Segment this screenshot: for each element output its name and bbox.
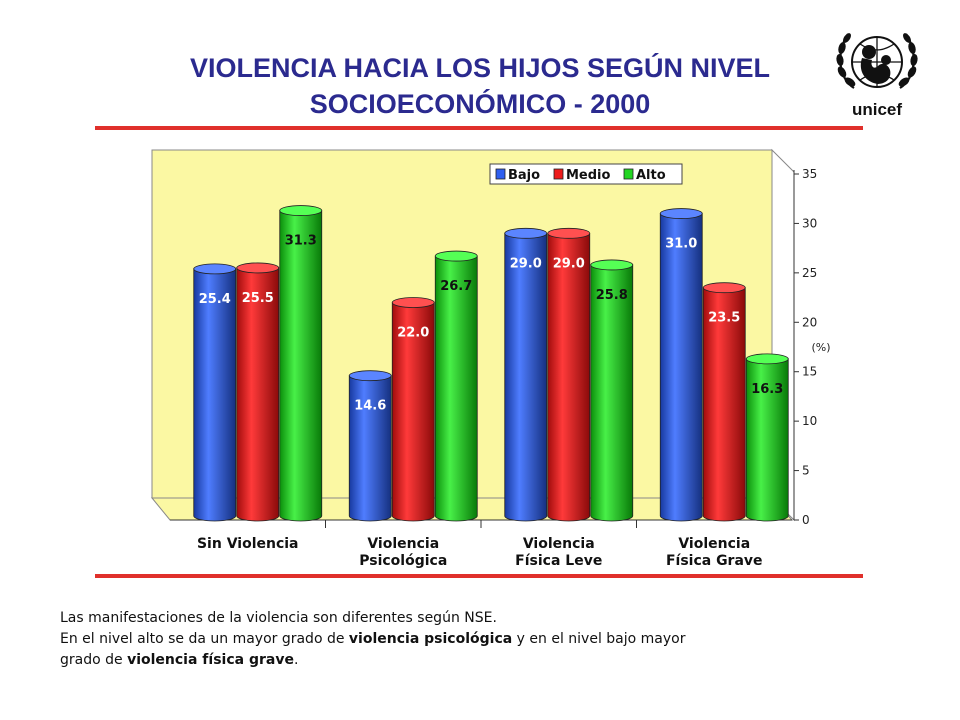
bar-medio: [702, 287, 746, 522]
unicef-wordmark: unicef: [851, 100, 903, 119]
bar-top-bajo: [659, 208, 703, 219]
footer-line-3: grado de violencia física grave.: [60, 652, 299, 668]
y-axis-label: (%): [811, 341, 830, 354]
footer-line-2: En el nivel alto se da un mayor grado de…: [60, 631, 686, 647]
data-label: 16.3: [751, 382, 783, 397]
bar-medio: [547, 232, 591, 522]
bar-top-bajo: [504, 227, 548, 239]
bar-top-alto: [590, 259, 634, 271]
bottom-divider: [95, 574, 863, 578]
data-label: 25.8: [596, 288, 628, 303]
title-line-2: SOCIOECONÓMICO - 2000: [309, 89, 651, 119]
data-label: 31.0: [665, 237, 697, 252]
y-tick-label: 5: [802, 464, 810, 478]
x-tick-label: Violencia: [678, 536, 750, 552]
data-label: 23.5: [708, 311, 740, 326]
y-tick-label: 35: [802, 167, 817, 181]
x-tick-label: Violencia: [367, 536, 439, 552]
bar-alto: [279, 210, 323, 522]
footer-note: Las manifestaciones de la violencia son …: [60, 608, 920, 671]
bar-top-medio: [391, 297, 435, 308]
legend-swatch-medio: [553, 168, 564, 180]
bar-top-medio: [236, 262, 280, 274]
legend-label-bajo: Bajo: [508, 168, 540, 183]
y-tick-label: 30: [802, 216, 817, 230]
unicef-logo: unicef: [832, 22, 922, 124]
bar-top-alto: [279, 205, 323, 216]
title-line-1: VIOLENCIA HACIA LOS HIJOS SEGÚN NIVEL: [189, 53, 771, 83]
bar-top-medio: [702, 282, 746, 294]
page-title: VIOLENCIA HACIA LOS HIJOS SEGÚN NIVEL SO…: [110, 50, 850, 122]
x-tick-label: Física Grave: [666, 553, 763, 569]
data-label: 25.5: [242, 291, 274, 306]
bar-medio: [391, 302, 435, 522]
data-label: 29.0: [510, 256, 542, 271]
bar-alto: [745, 358, 789, 522]
bar-top-alto: [434, 250, 478, 262]
footer-line-1: Las manifestaciones de la violencia son …: [60, 610, 497, 626]
x-tick-label: Sin Violencia: [197, 536, 299, 552]
bar-top-bajo: [193, 263, 237, 275]
bar-top-medio: [547, 227, 591, 239]
bar-alto: [590, 264, 634, 522]
bar-top-alto: [745, 353, 789, 365]
bar-top-bajo: [348, 370, 392, 382]
data-label: 22.0: [397, 326, 429, 341]
highlight-violencia-psicologica: violencia psicológica: [348, 631, 513, 647]
y-tick-label: 10: [802, 414, 817, 428]
top-divider: [95, 126, 863, 130]
data-label: 31.3: [285, 234, 317, 249]
y-tick-label: 15: [802, 365, 817, 379]
data-label: 29.0: [553, 256, 585, 271]
legend-swatch-bajo: [495, 168, 506, 180]
legend-label-alto: Alto: [636, 168, 666, 183]
highlight-violencia-fisica-grave: violencia física grave: [127, 652, 294, 668]
data-label: 25.4: [199, 292, 231, 307]
data-label: 26.7: [440, 279, 472, 294]
bar-bajo: [504, 232, 548, 522]
y-tick-label: 20: [802, 315, 817, 329]
bar-bajo: [193, 268, 237, 522]
x-tick-label: Violencia: [523, 536, 595, 552]
x-tick-label: Psicológica: [359, 553, 447, 569]
bar-bajo: [348, 375, 392, 522]
y-tick-label: 25: [802, 266, 817, 280]
bar-medio: [236, 267, 280, 522]
data-label: 14.6: [354, 399, 386, 414]
bar-bajo: [659, 213, 703, 522]
y-tick-label: 0: [802, 513, 810, 527]
x-tick-label: Física Leve: [515, 553, 602, 569]
legend-box: [489, 163, 683, 185]
legend-label-medio: Medio: [566, 168, 611, 183]
legend-swatch-alto: [623, 168, 634, 180]
bar-alto: [434, 255, 478, 522]
unicef-emblem-icon: [836, 33, 918, 89]
